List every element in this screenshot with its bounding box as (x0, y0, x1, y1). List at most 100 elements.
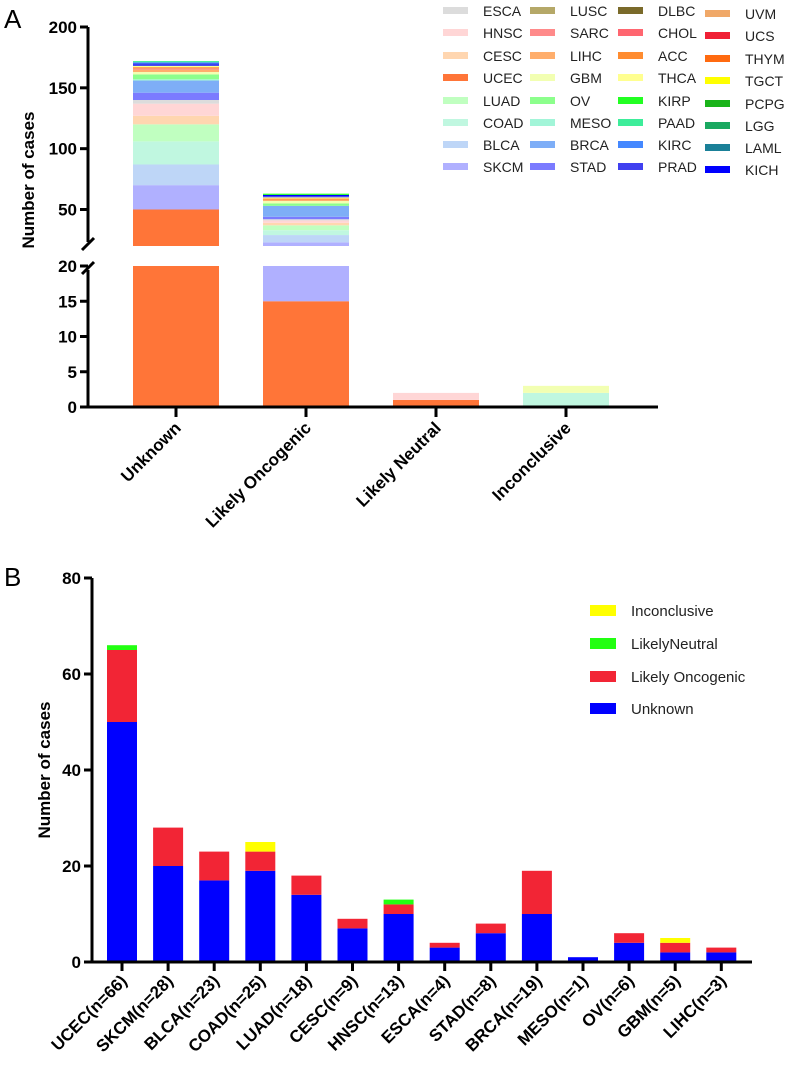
legend-label-cesc: CESC (483, 48, 522, 64)
bar-segment-skcm (133, 185, 219, 210)
y-tick-label: 5 (68, 363, 77, 382)
legend-swatch-stad (530, 163, 555, 170)
bar-segment-likely-oncogenic (614, 933, 645, 943)
legend-label-unknown: Unknown (631, 701, 694, 718)
bar-segment-esca (263, 219, 349, 221)
y-tick-label: 0 (68, 398, 77, 417)
bar-segment-gbm (133, 72, 219, 75)
legend-label-thca: THCA (658, 70, 697, 86)
legend-swatch-unknown (590, 703, 616, 714)
y-tick-label: 10 (58, 328, 77, 347)
bar-segment-likely-oncogenic (475, 923, 506, 934)
bar-segment-coad (523, 392, 609, 407)
bar-segment-likely-oncogenic (107, 650, 137, 722)
legend-swatch-lihc (530, 52, 555, 59)
bar-segment-kirc (133, 62, 219, 64)
legend-label-dlbc: DLBC (658, 3, 695, 19)
bar-segment-prad (133, 63, 219, 66)
bar-segment-ov (263, 203, 349, 206)
bar-segment-unknown (660, 952, 691, 962)
bar-segment-brca (263, 205, 349, 217)
bar-segment-sarc (133, 68, 219, 70)
bar-segment-prad (263, 196, 349, 198)
y-tick-label: 60 (62, 665, 81, 684)
bar-segment-unknown (475, 933, 506, 962)
legend-swatch-kich (705, 166, 730, 173)
legend-label-lihc: LIHC (570, 48, 602, 64)
bar-segment-unknown (337, 928, 368, 962)
legend-label-ucec: UCEC (483, 70, 523, 86)
bar-segment-kich (263, 194, 349, 197)
bar-segment-lihc (133, 69, 219, 73)
bar-segment-hnsc (263, 220, 349, 223)
legend-label-ucs: UCS (745, 28, 775, 44)
legend-label-blca: BLCA (483, 137, 520, 153)
legend-swatch-pcpg (705, 100, 730, 107)
legend-label-pcpg: PCPG (745, 96, 785, 112)
legend-swatch-paad (618, 119, 643, 126)
bar-segment-cesc (133, 115, 219, 125)
bar-segment-unknown (107, 722, 137, 962)
legend-label-inconclusive: Inconclusive (631, 603, 714, 620)
legend-swatch-sarc (530, 29, 555, 36)
bar-segment-likely-oncogenic (383, 904, 414, 914)
x-tick-label: Inconclusive (489, 418, 575, 504)
legend-label-luad: LUAD (483, 93, 520, 109)
legend-swatch-lgg (705, 122, 730, 129)
axis-break-mark (80, 260, 96, 276)
bar-segment-thca (263, 197, 349, 199)
bar-segment-unknown (429, 947, 460, 962)
bar-segment-lihc (263, 199, 349, 201)
legend-label-esca: ESCA (483, 3, 522, 19)
bar-segment-blca (263, 235, 349, 243)
legend-swatch-luad (443, 97, 468, 104)
legend-label-likelyneutral: LikelyNeutral (631, 636, 718, 653)
bar-segment-luad (133, 124, 219, 142)
legend-swatch-coad (443, 119, 468, 126)
legend-swatch-ucs (705, 32, 730, 39)
bar-segment-skcm (263, 266, 349, 302)
panel-b-label: B (4, 562, 21, 592)
bar-segment-hnsc (133, 103, 219, 116)
bar-segment-acc (133, 67, 219, 69)
legend-label-acc: ACC (658, 48, 688, 64)
bar-segment-cesc (263, 222, 349, 226)
panel-a-y-axis-label: Number of cases (19, 112, 38, 249)
panel-b-chart: 020406080UCEC(n=66)SKCM(n=28)BLCA(n=23)C… (48, 569, 752, 1056)
legend-label-tgct: TGCT (745, 73, 784, 89)
bar-segment-thca (133, 65, 219, 68)
bar-segment-ucec (263, 301, 349, 407)
bar-segment-unknown (706, 952, 737, 962)
bar-segment-inconclusive (660, 938, 691, 943)
axis-break-mark (80, 236, 96, 252)
legend-label-ov: OV (570, 93, 591, 109)
legend-swatch-hnsc (443, 29, 468, 36)
legend-label-chol: CHOL (658, 25, 697, 41)
bar-segment-kirp (263, 193, 349, 195)
bar-segment-gbm (523, 385, 609, 393)
legend-label-kirc: KIRC (658, 137, 691, 153)
x-tick-label: Likely Neutral (353, 418, 445, 510)
legend-swatch-laml (705, 144, 730, 151)
legend-swatch-meso (530, 119, 555, 126)
legend-label-gbm: GBM (570, 70, 602, 86)
legend-label-kirp: KIRP (658, 93, 691, 109)
panel-b-y-axis-label: Number of cases (35, 702, 54, 839)
bar-segment-unknown (291, 894, 322, 962)
bar-segment-likely-oncogenic (199, 851, 230, 881)
legend-swatch-thca (618, 74, 643, 81)
legend-swatch-ov (530, 97, 555, 104)
legend-label-coad: COAD (483, 115, 523, 131)
legend-label-stad: STAD (570, 159, 606, 175)
bar-segment-likely-oncogenic (429, 942, 460, 948)
legend-label-sarc: SARC (570, 25, 609, 41)
bar-segment-paad (133, 61, 219, 63)
legend-label-brca: BRCA (570, 137, 610, 153)
legend-label-skcm: SKCM (483, 159, 523, 175)
bar-segment-likely-oncogenic (245, 851, 276, 871)
bar-segment-luad (263, 225, 349, 231)
bar-segment-blca (133, 164, 219, 186)
legend-swatch-ucec (443, 74, 468, 81)
bar-segment-skcm (263, 242, 349, 246)
